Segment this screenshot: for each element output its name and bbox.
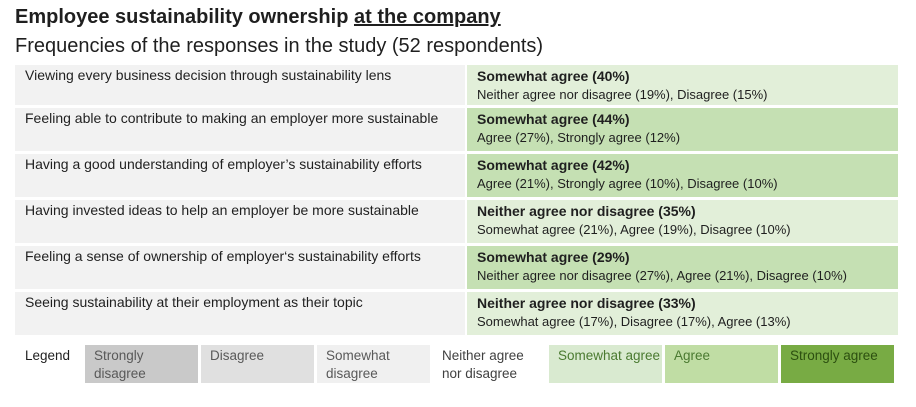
other-answers: Somewhat agree (17%), Disagree (17%), Ag… — [477, 314, 791, 329]
legend-somewhat-disagree: Somewhat disagree — [317, 345, 430, 383]
other-answers: Neither agree nor disagree (19%), Disagr… — [477, 87, 768, 102]
page-title: Employee sustainability ownership at the… — [15, 6, 501, 29]
table-row: Viewing every business decision through … — [15, 65, 898, 105]
other-answers: Agree (27%), Strongly agree (12%) — [477, 130, 681, 145]
legend-disagree: Disagree — [201, 345, 314, 383]
legend-label: Legend — [25, 348, 71, 363]
top-answer: Neither agree nor disagree (35%) — [477, 203, 696, 219]
top-answer: Somewhat agree (44%) — [477, 111, 630, 127]
page-subtitle: Frequencies of the responses in the stud… — [15, 35, 544, 57]
answer-cell: Somewhat agree (44%) Agree (27%), Strong… — [467, 108, 898, 151]
question-cell: Feeling able to contribute to making an … — [15, 108, 467, 151]
table-row: Feeling a sense of ownership of employer… — [15, 246, 898, 289]
top-answer: Somewhat agree (29%) — [477, 249, 630, 265]
legend: Legend Strongly disagree Disagree Somewh… — [15, 345, 897, 383]
question-cell: Feeling a sense of ownership of employer… — [15, 246, 467, 289]
title-underlined: at the company — [353, 6, 501, 28]
top-answer: Neither agree nor disagree (33%) — [477, 295, 696, 311]
legend-strongly-agree: Strongly agree — [781, 345, 894, 383]
top-answer: Somewhat agree (42%) — [477, 157, 630, 173]
question-cell: Having a good understanding of employer’… — [15, 154, 467, 197]
table-row: Having invested ideas to help an employe… — [15, 200, 898, 243]
responses-table: Viewing every business decision through … — [15, 65, 898, 338]
answer-cell: Neither agree nor disagree (33%) Somewha… — [467, 292, 898, 335]
answer-cell: Somewhat agree (40%) Neither agree nor d… — [467, 65, 898, 105]
table-row: Feeling able to contribute to making an … — [15, 108, 898, 151]
other-answers: Agree (21%), Strongly agree (10%), Disag… — [477, 176, 778, 191]
answer-cell: Somewhat agree (29%) Neither agree nor d… — [467, 246, 898, 289]
legend-agree: Agree — [665, 345, 778, 383]
question-cell: Having invested ideas to help an employe… — [15, 200, 467, 243]
table-row: Seeing sustainability at their employmen… — [15, 292, 898, 335]
title-main: Employee sustainability ownership — [15, 6, 354, 28]
legend-strongly-disagree: Strongly disagree — [85, 345, 198, 383]
top-answer: Somewhat agree (40%) — [477, 68, 630, 84]
question-cell: Seeing sustainability at their employmen… — [15, 292, 467, 335]
other-answers: Somewhat agree (21%), Agree (19%), Disag… — [477, 222, 791, 237]
answer-cell: Somewhat agree (42%) Agree (21%), Strong… — [467, 154, 898, 197]
table-row: Having a good understanding of employer’… — [15, 154, 898, 197]
legend-somewhat-agree: Somewhat agree — [549, 345, 662, 383]
other-answers: Neither agree nor disagree (27%), Agree … — [477, 268, 847, 283]
answer-cell: Neither agree nor disagree (35%) Somewha… — [467, 200, 898, 243]
legend-neither: Neither agree nor disagree — [433, 345, 546, 383]
question-cell: Viewing every business decision through … — [15, 65, 467, 105]
